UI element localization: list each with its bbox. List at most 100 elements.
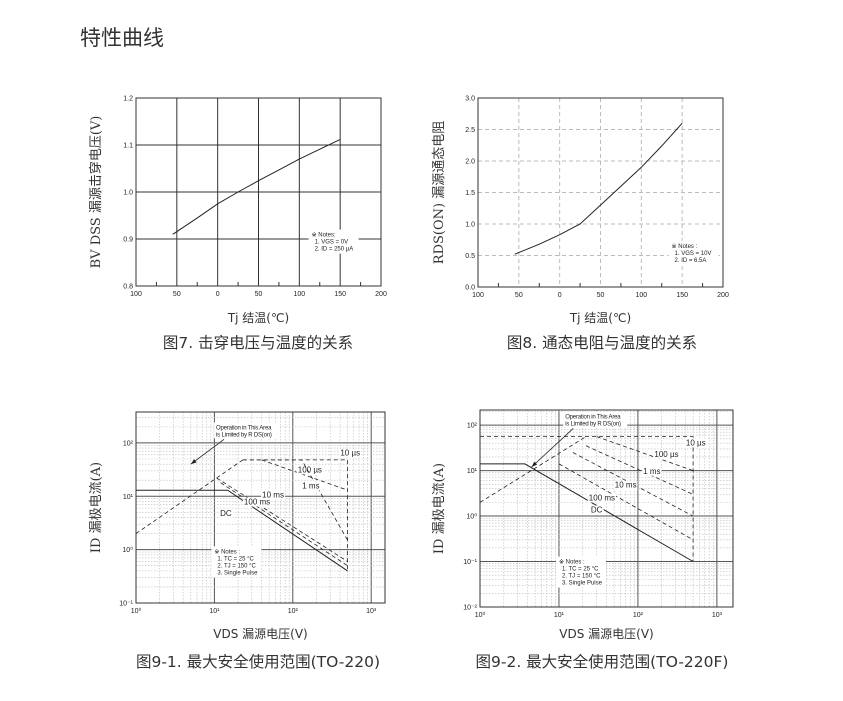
plot-frame [477,97,724,288]
series-line-100-ms [220,482,348,567]
note-line: 3. Single Pulse [562,581,603,587]
notes-box [211,546,262,578]
x-tick-label: 100 [293,291,305,298]
x-tick-label: 10² [288,608,299,615]
series-line-100-µs [596,436,694,471]
series-line-100-ms [558,463,694,541]
x-axis-label: VDS 漏源电压(V) [213,627,307,641]
series-label: 100 µs [298,465,322,474]
x-tick-label: 50 [255,291,263,298]
y-tick-label: 0.8 [123,284,133,291]
annotation-box [563,411,628,428]
y-axis-label: BV DSS 漏源击穿电压(V) [88,116,104,269]
series-label-bg [261,490,285,500]
x-tick-label: 100 [472,292,484,299]
note-line: 2. TJ = 150 °C [217,563,256,569]
series-label: 1 ms [302,481,319,490]
series-line-1-ms [585,445,694,495]
note-line: 3. Single Pulse [217,570,258,576]
x-tick-label: 10¹ [209,608,220,615]
series-label-bg [296,465,323,475]
series-label: DC [220,509,232,518]
annotation-arrow [531,428,574,468]
annotation-box [214,422,279,439]
series-label: 10 µs [686,438,706,447]
y-tick-label: 1.2 [123,96,133,103]
series-line-1-ms [242,459,348,541]
y-tick-label: 1.5 [465,190,475,197]
x-tick-label: 10² [633,612,644,619]
annotation-text: Operation in This Area [216,425,272,431]
note-line: ※ Notes : [559,559,585,566]
chart-2: 100 50 0 50 100 150 200 0.0 0.5 1.0 1.5 2.0 2.5 3.0 ※ … [431,96,729,353]
series-label: 10 ms [615,481,637,490]
note-line: 2. ID = 6.5A [675,258,707,264]
x-tick-label: 10³ [366,608,377,615]
x-tick-label: 100 [635,292,647,299]
y-tick-label: 1.0 [465,222,475,229]
y-axis-label: ID 漏极电流(A) [431,463,447,554]
x-tick-label: 10⁰ [131,607,142,615]
series-label: 10 ms [262,490,284,499]
plot-frame [135,411,386,604]
series-label-bg [301,481,321,491]
series-label-bg [642,466,662,476]
y-tick-label: 2.5 [465,127,475,134]
series-label-bg [613,480,638,490]
plot-frame [479,409,734,608]
y-tick-label: 10¹ [467,468,478,475]
series-line-R-limit [479,436,587,503]
x-tick-label: 200 [717,292,729,299]
x-axis-label: VDS 漏源电压(V) [559,627,653,641]
x-tick-label: 200 [375,291,387,298]
note-line: 1. VGS = 10V [675,251,712,257]
figure-caption: 图8. 通态电阻与温度的关系 [507,334,697,352]
annotation-text: is Limited by R DS(on) [216,432,272,438]
y-tick-label: 10⁻¹ [119,601,133,608]
chart-4: 10⁰ 10¹ 10² 10³ 10⁻² 10⁻¹ 10⁰ 10¹ 10² DC 10 µs 100 … [431,409,734,671]
series-line-10-ms [572,452,694,517]
y-tick-label: 10⁰ [466,513,477,521]
page-title: 特性曲线 [80,26,164,50]
series-label: 1 ms [643,467,660,476]
x-tick-label: 10⁰ [475,611,486,619]
figure-caption: 图9-2. 最大安全使用范围(TO-220F) [476,653,729,671]
y-tick-label: 0.5 [465,253,475,260]
series-label-bg [587,493,617,503]
x-tick-label: 50 [597,292,605,299]
series-label-bg [339,448,362,458]
y-axis-label: ID 漏极电流(A) [88,462,104,553]
annotation-arrow [190,438,225,465]
x-tick-label: 50 [515,292,523,299]
x-tick-label: 150 [676,292,688,299]
series-line [514,122,683,255]
x-tick-label: 100 [130,291,142,298]
y-tick-label: 1.0 [123,190,133,197]
series-line-100-µs [261,459,348,491]
y-tick-label: 10⁻² [463,605,477,612]
y-tick-label: 10² [123,440,134,447]
note-line: 2. ID = 250 µA [315,247,354,253]
y-tick-label: 0.9 [123,237,133,244]
y-tick-label: 1.1 [123,143,133,150]
figure-caption: 图9-1. 最大安全使用范围(TO-220) [136,653,380,671]
note-line: 1. TC = 25 °C [217,556,254,562]
x-tick-label: 150 [334,291,346,298]
series-line-DC [480,463,694,562]
series-label: 100 ms [589,493,615,502]
series-line [172,138,341,235]
y-tick-label: 0.0 [465,285,475,292]
series-label-bg [219,508,233,518]
x-tick-label: 0 [558,292,562,299]
y-axis-label: RDS(ON) 漏源通态电阻 [431,121,447,264]
y-tick-label: 3.0 [465,96,475,103]
x-tick-label: 50 [173,291,181,298]
arrowhead-icon [190,459,197,465]
x-tick-label: 10¹ [554,612,565,619]
series-label: DC [591,505,603,514]
series-label-bg [684,438,707,448]
series-label: 100 µs [654,450,678,459]
series-line-R-limit [135,459,244,534]
